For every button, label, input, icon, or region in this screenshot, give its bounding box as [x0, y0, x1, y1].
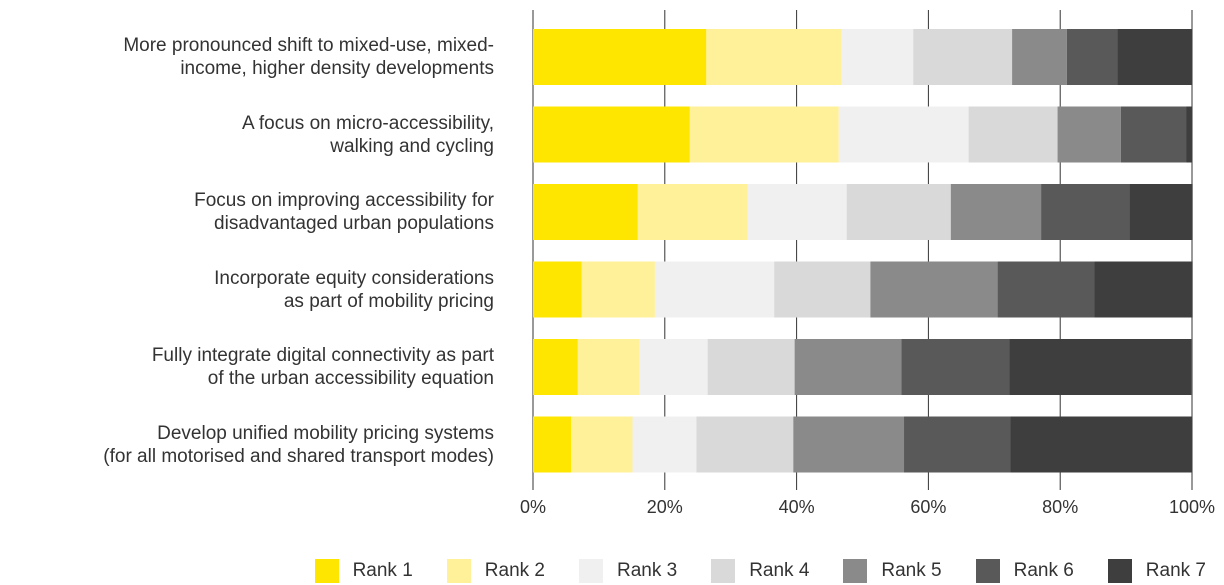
legend-item: Rank 1	[314, 559, 413, 583]
bar-segment	[577, 339, 640, 395]
bar-segment	[637, 184, 748, 240]
bar-segment	[1009, 339, 1192, 395]
x-tick-label: 80%	[1042, 497, 1078, 517]
legend-swatch	[975, 559, 1000, 583]
legend-item: Rank 3	[578, 559, 678, 583]
x-tick-label: 100%	[1169, 497, 1215, 517]
bar-segment	[1186, 106, 1192, 163]
bar-segment	[1120, 106, 1187, 163]
legend-item: Rank 6	[975, 559, 1074, 583]
legend-item: Rank 4	[711, 559, 809, 583]
legend-label: Rank 7	[1145, 560, 1206, 581]
legend-swatch	[711, 559, 736, 583]
bar-segment	[1094, 261, 1193, 318]
legend-item: Rank 2	[446, 559, 545, 583]
legend-item: Rank 5	[843, 559, 942, 583]
bar-segment	[1129, 184, 1193, 240]
bar-segment	[846, 184, 951, 240]
x-tick-label: 0%	[520, 497, 546, 517]
bar-segment	[696, 416, 794, 473]
bar-segment	[533, 184, 638, 240]
legend-label: Rank 4	[749, 560, 810, 581]
legend-swatch	[843, 559, 868, 583]
legend: Rank 1 Rank 2 Rank 3 Rank 4 Rank 5 Rank 6 Rank…	[314, 559, 1206, 583]
bar-segment	[1057, 106, 1121, 163]
x-tick-label: 20%	[647, 497, 683, 517]
category-label: Develop unified mobility pricing systems…	[103, 422, 494, 467]
legend-swatch	[314, 559, 339, 583]
bar-segment	[793, 416, 905, 473]
legend-label: Rank 2	[484, 560, 545, 581]
bar-segment	[533, 339, 578, 395]
bar-segment	[533, 29, 707, 85]
legend-swatch	[578, 559, 603, 583]
legend-label: Rank 3	[616, 560, 678, 581]
bar-segment	[706, 29, 842, 85]
bar-segment	[870, 261, 998, 318]
bar-segment	[1012, 29, 1067, 85]
bar-segment	[707, 339, 795, 395]
category-label: More pronounced shift to mixed-use, mixe…	[123, 35, 494, 79]
bar-segment	[794, 339, 902, 395]
bar-segment	[747, 184, 847, 240]
bar-segment	[1117, 29, 1192, 85]
bar-segment	[533, 416, 572, 473]
legend-label: Rank 1	[352, 560, 413, 581]
legend-label: Rank 5	[881, 560, 942, 581]
x-tick-label: 60%	[910, 497, 946, 517]
bar-segment	[997, 261, 1095, 318]
bar-segment	[968, 106, 1058, 163]
bar-segment	[581, 261, 655, 318]
bar-segment	[639, 339, 708, 395]
bar-segment	[533, 261, 582, 318]
legend-swatch	[1107, 559, 1132, 583]
category-label: Incorporate equity considerations as par…	[214, 267, 494, 312]
category-label: Focus on improving accessibility for dis…	[194, 190, 494, 234]
bar-segment	[654, 261, 775, 318]
bar-segment	[913, 29, 1013, 85]
bar-segment	[838, 106, 969, 163]
bar-segment	[904, 416, 1011, 473]
legend-swatch	[446, 559, 471, 583]
bar-segment	[632, 416, 697, 473]
bar-segment	[689, 106, 839, 163]
bar-segment	[774, 261, 871, 318]
bar-segment	[1010, 416, 1192, 473]
bar-segment	[950, 184, 1042, 240]
bar-segment	[533, 106, 690, 163]
bar-segment	[1066, 29, 1118, 85]
category-label: A focus on micro-accessibility, walking …	[241, 112, 494, 157]
bar-segment	[1041, 184, 1130, 240]
bar-segment	[901, 339, 1010, 395]
x-tick-label: 40%	[779, 497, 815, 517]
legend-item: Rank 7	[1107, 559, 1206, 583]
legend-label: Rank 6	[1013, 560, 1074, 581]
bar-segment	[571, 416, 633, 473]
bar-segment	[841, 29, 914, 85]
category-label: Fully integrate digital connectivity as …	[151, 345, 494, 389]
